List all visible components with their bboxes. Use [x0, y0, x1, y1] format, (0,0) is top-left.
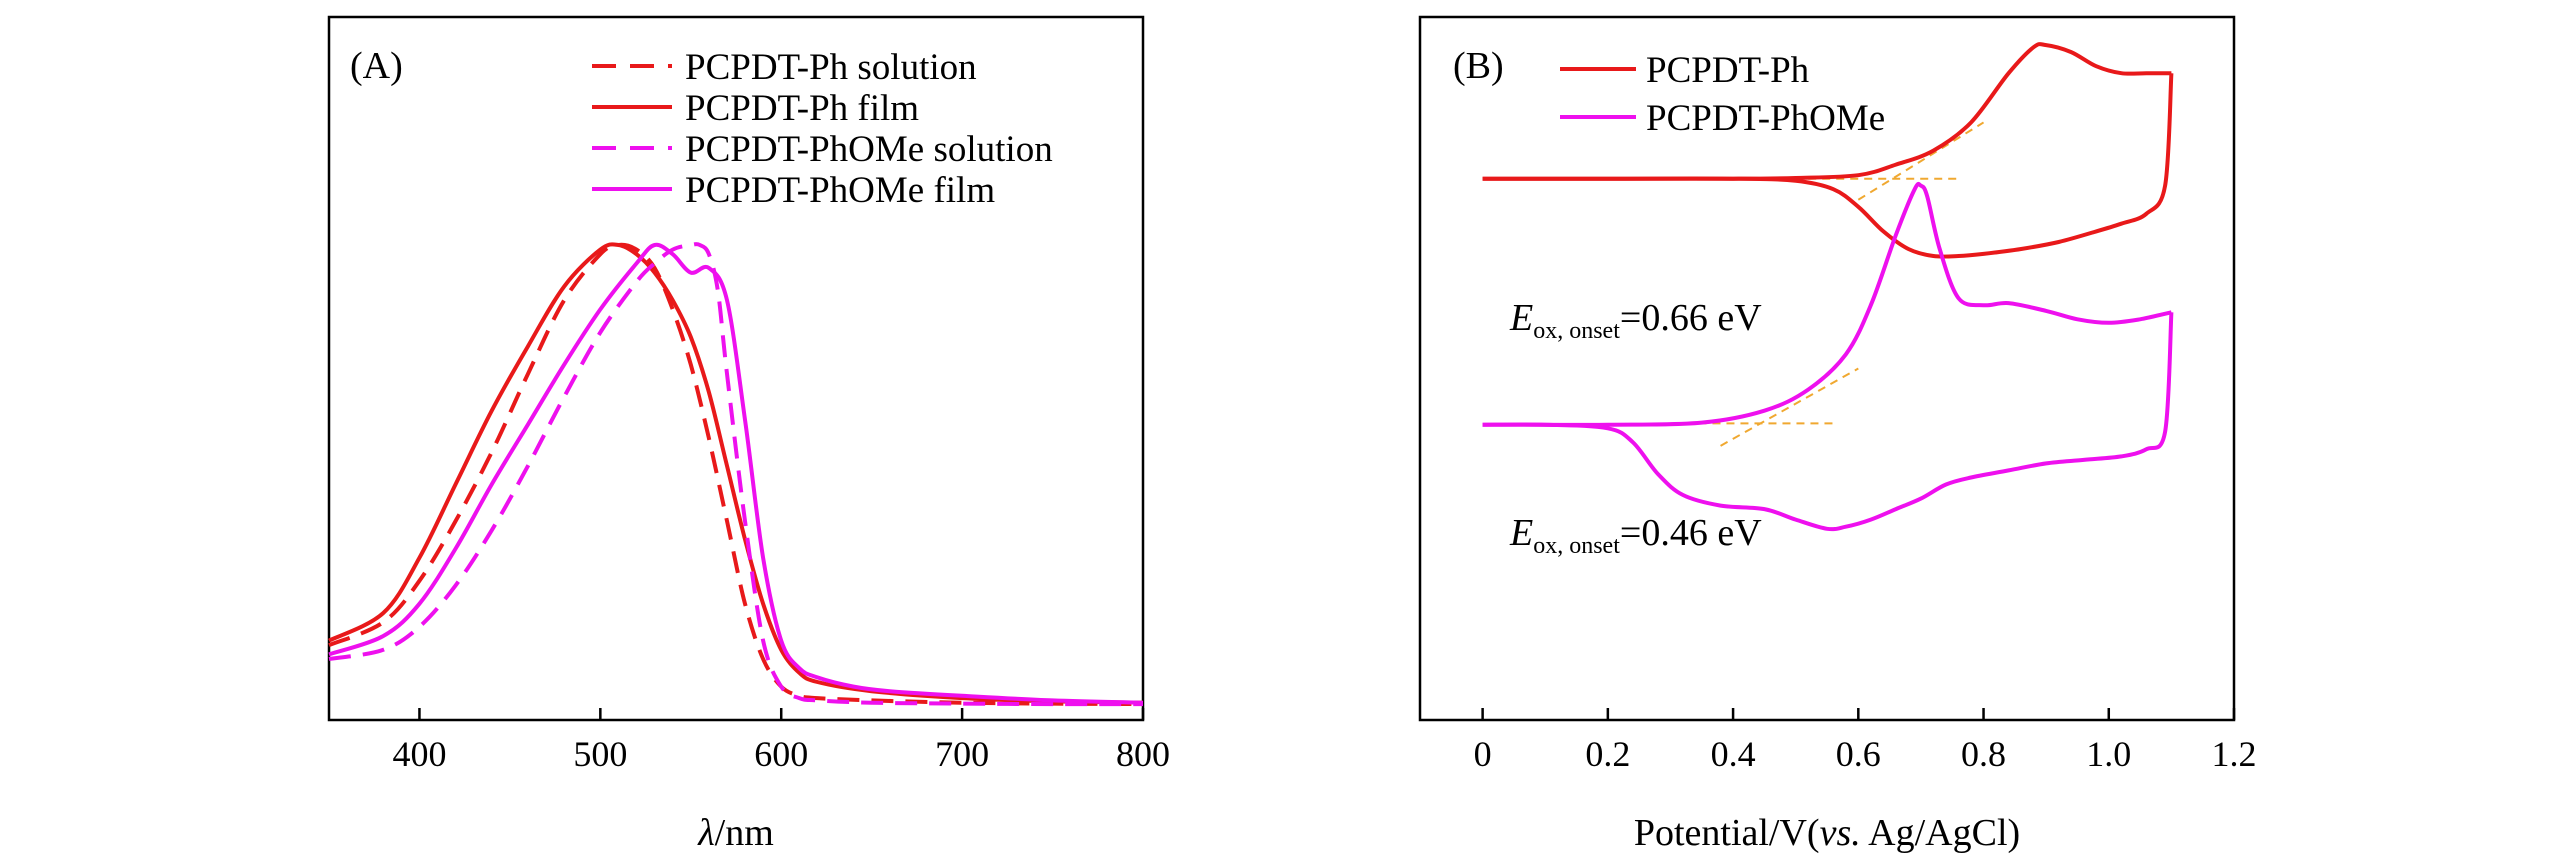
- legend-label-pcpdt-phome: PCPDT-PhOMe: [1646, 98, 1885, 139]
- panel-a-series-group: [328, 242, 1144, 707]
- panel-a-plot-frame: [327, 15, 1145, 722]
- legend-label-pcpdt-ph-film: PCPDT-Ph film: [685, 88, 919, 129]
- onset-annotation-phome-symbol: E: [1509, 512, 1533, 554]
- series-line-pcpdt-ph-solution: [328, 242, 1144, 707]
- panel-b-x-tick-label: 0.2: [1585, 734, 1630, 774]
- panel-b-x-axis-label-head: Potential/V(: [1634, 812, 1820, 854]
- onset-annotation-phome-value: =0.46 eV: [1620, 512, 1762, 554]
- panel-a-x-axis-unit: /nm: [715, 812, 774, 854]
- panel-a-x-axis-label: λ/nm: [697, 812, 774, 854]
- legend-label-pcpdt-ph: PCPDT-Ph: [1646, 50, 1810, 91]
- onset-annotation-phome: Eox, onset=0.46 eV: [1509, 512, 1762, 559]
- panel-b-x-axis-label-tail: Ag/AgCl): [1861, 812, 2020, 854]
- onset-annotation-ph-value: =0.66 eV: [1620, 297, 1762, 339]
- series-forward-scan-pcpdt-phome: [1482, 181, 2172, 427]
- onset-annotation-ph-symbol: E: [1509, 297, 1533, 339]
- panel-b-x-axis-label: Potential/V(vs. Ag/AgCl): [1634, 812, 2020, 854]
- panel-b-x-axis-ticks: 0 0.2 0.4 0.6 0.8 1.0 1.2: [1474, 708, 2257, 774]
- panel-a-x-tick-label: 500: [573, 734, 627, 774]
- panel-a-x-tick-label: 700: [935, 734, 989, 774]
- panel-a-x-tick-label: 800: [1116, 734, 1170, 774]
- legend-label-pcpdt-ph-solution: PCPDT-Ph solution: [685, 47, 977, 88]
- panel-b-x-tick-label: 1.2: [2212, 734, 2257, 774]
- panel-b-x-tick-label: 0.6: [1836, 734, 1881, 774]
- panel-a-x-axis-symbol: λ: [697, 812, 714, 854]
- onset-annotation-ph-subscript: ox, onset: [1533, 318, 1620, 344]
- onset-annotation-ph: Eox, onset=0.66 eV: [1509, 297, 1762, 344]
- panel-a-x-axis-ticks: 400 500 600 700 800: [392, 708, 1170, 774]
- panel-b-legend: PCPDT-Ph PCPDT-PhOMe: [1560, 50, 1885, 139]
- legend-label-pcpdt-phome-solution: PCPDT-PhOMe solution: [685, 129, 1053, 170]
- onset-annotation-phome-subscript: ox, onset: [1533, 533, 1620, 559]
- series-line-pcpdt-phome-solution: [328, 242, 1144, 707]
- panel-a-label: (A): [350, 45, 403, 87]
- panel-b-x-tick-label: 0.8: [1961, 734, 2006, 774]
- panel-b-onset-tangents: [1670, 121, 1985, 447]
- panel-b-x-tick-label: 0: [1474, 734, 1492, 774]
- panel-b-x-tick-label: 1.0: [2086, 734, 2131, 774]
- onset-tangent-line: [1857, 121, 1985, 201]
- panel-b-x-tick-label: 0.4: [1711, 734, 1756, 774]
- panel-b-series-group: [1482, 42, 2174, 532]
- panel-a-x-tick-label: 600: [754, 734, 808, 774]
- panel-b-cv-chart: (B) 0 0.2 0.4 0.6 0.8 1.0 1.2 PCPDT-PhPCPDT-Ph…: [1418, 15, 2257, 854]
- panel-b-x-axis-label-italic: vs.: [1820, 812, 1861, 854]
- panel-a-x-tick-label: 400: [392, 734, 446, 774]
- panel-a-absorption-chart: (A) 400 500 600 700 800 PCPDT-Ph solutionPCP…: [327, 15, 1170, 854]
- series-line-pcpdt-ph-film: [328, 242, 1144, 705]
- series-reverse-scan-pcpdt-phome: [1482, 312, 2174, 532]
- legend-label-pcpdt-phome-film: PCPDT-PhOMe film: [685, 170, 995, 211]
- panel-b-label: (B): [1453, 45, 1504, 87]
- onset-tangent-line: [1720, 367, 1859, 447]
- series-reverse-scan-pcpdt-ph: [1482, 73, 2174, 259]
- series-line-pcpdt-phome-film: [328, 242, 1144, 705]
- panel-b-plot-frame: [1418, 15, 2236, 722]
